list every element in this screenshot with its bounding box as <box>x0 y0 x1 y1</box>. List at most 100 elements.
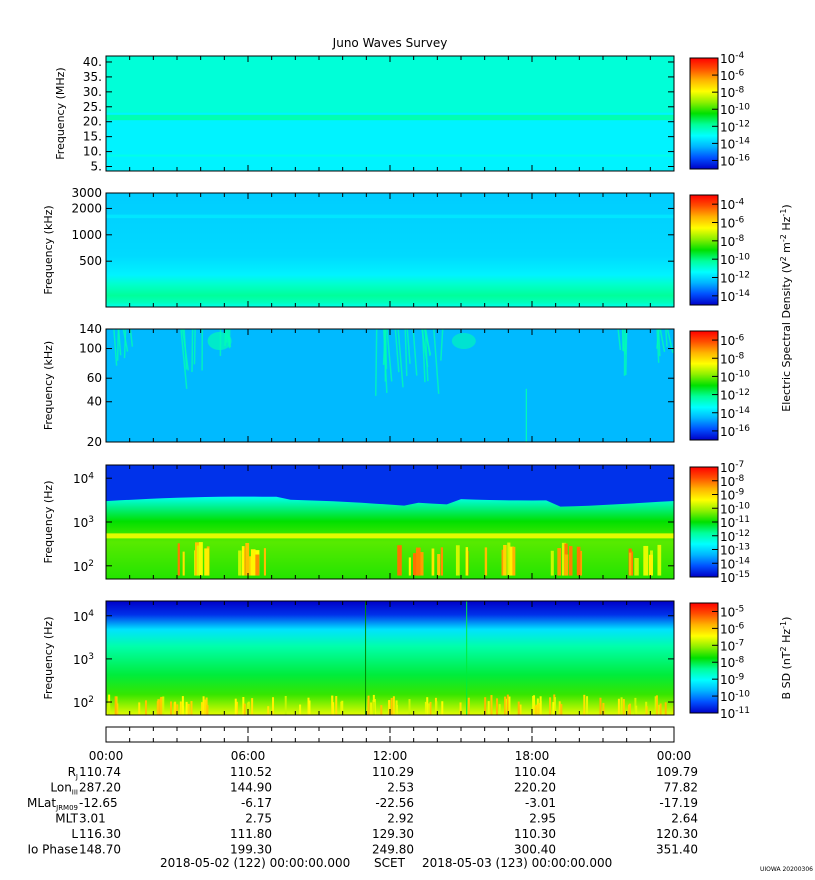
emission-burst <box>113 329 118 366</box>
emission-burst <box>107 702 110 715</box>
emission-burst <box>247 701 250 715</box>
ephemeris-value: 300.40 <box>514 843 556 857</box>
colorbar-tick-label: 10-12 <box>720 529 750 544</box>
emission-burst <box>203 699 206 715</box>
colorbar-tick-label: 10-12 <box>720 388 750 403</box>
emission-burst <box>162 696 165 715</box>
emission-burst <box>658 704 661 715</box>
ephemeris-row-label: RJ <box>68 765 78 781</box>
emission-burst <box>238 550 242 576</box>
emission-burst <box>251 698 254 715</box>
colorbar-tick-label: 10-10 <box>720 370 750 385</box>
emission-burst <box>308 700 311 715</box>
colorbar-tick-label: 10-14 <box>720 137 750 152</box>
y-tick-label: 3000 <box>71 186 102 200</box>
colorbar-1: 10-4 10-6 10-8 10-10 10-12 10-14 10-16 <box>689 51 750 170</box>
y-axis-label: Frequency (MHz) <box>54 67 67 159</box>
emission-burst <box>335 696 338 715</box>
emission-burst <box>558 701 561 715</box>
emission-burst <box>564 554 569 576</box>
y-tick-label: 30. <box>83 85 102 99</box>
colorbar-tick-label: 10-9 <box>720 488 745 503</box>
ephemeris-value: 110.04 <box>514 765 556 779</box>
emission-burst <box>243 703 246 715</box>
y-axis-label: Frequency (Hz) <box>42 481 55 564</box>
emission-burst <box>498 704 501 715</box>
colorbar-scale <box>689 602 719 714</box>
emission-burst <box>255 554 260 576</box>
ephemeris-value: -6.17 <box>241 796 272 810</box>
colorbar-tick-label: 10-16 <box>720 154 750 169</box>
emission-burst <box>307 697 310 715</box>
emission-burst <box>621 329 625 352</box>
colorbar-scale <box>689 330 719 441</box>
emission-burst <box>187 703 190 715</box>
colorbar-tick-label: 10-11 <box>720 706 750 721</box>
emission-burst <box>397 329 404 388</box>
spectrogram-band <box>106 214 674 219</box>
emission-burst <box>440 547 444 576</box>
emission-burst <box>537 703 540 715</box>
emission-burst <box>553 697 556 715</box>
emission-burst <box>539 696 542 715</box>
y-tick-label: 40. <box>83 55 102 69</box>
emission-burst <box>406 329 411 364</box>
emission-burst <box>181 696 184 715</box>
emission-burst <box>123 329 127 359</box>
colorbar-tick-label: 10-4 <box>720 51 745 66</box>
emission-burst <box>202 696 205 715</box>
emission-burst <box>250 549 256 576</box>
ephemeris-value: 129.30 <box>372 827 414 841</box>
ephemeris-value: 116.30 <box>79 827 121 841</box>
time-range-end: 2018-05-03 (123) 00:00:00.000 <box>422 856 612 870</box>
emission-burst <box>234 698 237 715</box>
emission-burst <box>373 701 376 715</box>
emission-burst <box>138 702 141 715</box>
y-tick-label: 20 <box>87 435 102 449</box>
colorbar-tick-label: 10-13 <box>720 543 750 558</box>
ephemeris-value: 2.75 <box>245 812 272 826</box>
ephemeris-value: 120.30 <box>656 827 698 841</box>
y-tick-label: 102 <box>73 695 94 710</box>
emission-burst <box>550 550 554 576</box>
emission-burst <box>440 329 444 361</box>
ephemeris-value: -17.19 <box>659 796 698 810</box>
emission-burst <box>370 702 373 715</box>
ephemeris-value: 2.64 <box>671 812 698 826</box>
ephemeris-value: 110.30 <box>514 827 556 841</box>
emission-burst <box>643 545 649 576</box>
time-tick-label: 00:00 <box>657 749 692 763</box>
ephemeris-row-label: LonIII <box>50 781 78 797</box>
emission-burst <box>170 701 173 715</box>
time-tick-label: 00:00 <box>89 749 124 763</box>
emission-burst <box>241 546 245 576</box>
ephemeris-value: 110.29 <box>372 765 414 779</box>
emission-burst <box>654 696 657 715</box>
emission-burst <box>367 695 370 715</box>
colorbar-tick-label: 10-8 <box>720 351 745 366</box>
emission-burst <box>625 329 628 376</box>
colorbar-tick-label: 10-8 <box>720 85 745 100</box>
emission-burst <box>505 698 508 715</box>
emission-burst <box>235 701 238 715</box>
colorbar-tick-label: 10-7 <box>720 460 744 475</box>
emission-burst <box>415 547 421 576</box>
colorbar-tick-label: 10-11 <box>720 515 750 530</box>
spectrogram-panel-1: 5.10.15.20.25.30.35.40. Frequency (MHz) <box>54 55 675 174</box>
time-tick-label: 18:00 <box>515 749 550 763</box>
emission-burst <box>390 697 393 715</box>
emission-burst <box>561 542 567 576</box>
emission-burst <box>586 696 589 715</box>
emission-burst <box>180 329 188 389</box>
y-tick-label: 104 <box>73 609 94 624</box>
ephemeris-value: 287.20 <box>79 781 121 795</box>
emission-burst <box>560 704 563 715</box>
y-axis-label: Frequency (kHz) <box>42 205 55 294</box>
y-tick-label: 2000 <box>71 201 102 215</box>
emission-burst <box>659 329 666 352</box>
ephemeris-value: -12.65 <box>79 796 118 810</box>
emission-burst <box>501 549 504 576</box>
colorbar-tick-label: 10-8 <box>720 655 745 670</box>
emission-burst <box>441 701 444 715</box>
